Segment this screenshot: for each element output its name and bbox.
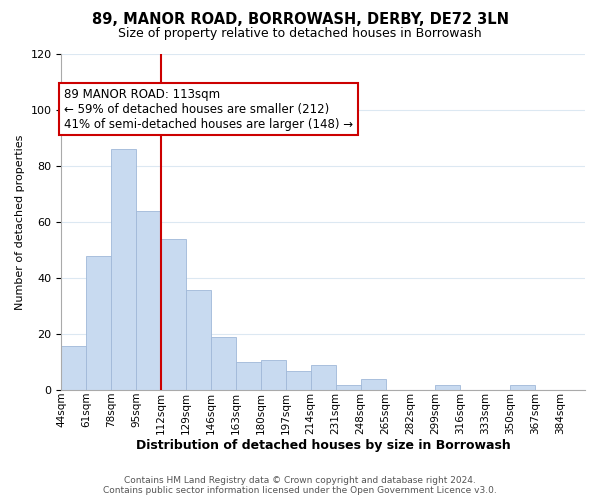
Bar [111,150,136,390]
Bar [236,362,261,390]
Text: Size of property relative to detached houses in Borrowash: Size of property relative to detached ho… [118,28,482,40]
Bar [211,337,236,390]
Bar [261,360,286,390]
Text: 89, MANOR ROAD, BORROWASH, DERBY, DE72 3LN: 89, MANOR ROAD, BORROWASH, DERBY, DE72 3… [91,12,509,28]
Bar [335,385,361,390]
Bar [436,385,460,390]
Bar [161,239,186,390]
Bar [286,371,311,390]
Bar [311,365,335,390]
Y-axis label: Number of detached properties: Number of detached properties [15,134,25,310]
Text: 89 MANOR ROAD: 113sqm
← 59% of detached houses are smaller (212)
41% of semi-det: 89 MANOR ROAD: 113sqm ← 59% of detached … [64,88,353,130]
Bar [186,290,211,390]
Bar [86,256,111,390]
Bar [61,346,86,391]
Text: Contains HM Land Registry data © Crown copyright and database right 2024.
Contai: Contains HM Land Registry data © Crown c… [103,476,497,495]
Bar [136,211,161,390]
Bar [510,385,535,390]
Bar [361,379,386,390]
X-axis label: Distribution of detached houses by size in Borrowash: Distribution of detached houses by size … [136,440,511,452]
